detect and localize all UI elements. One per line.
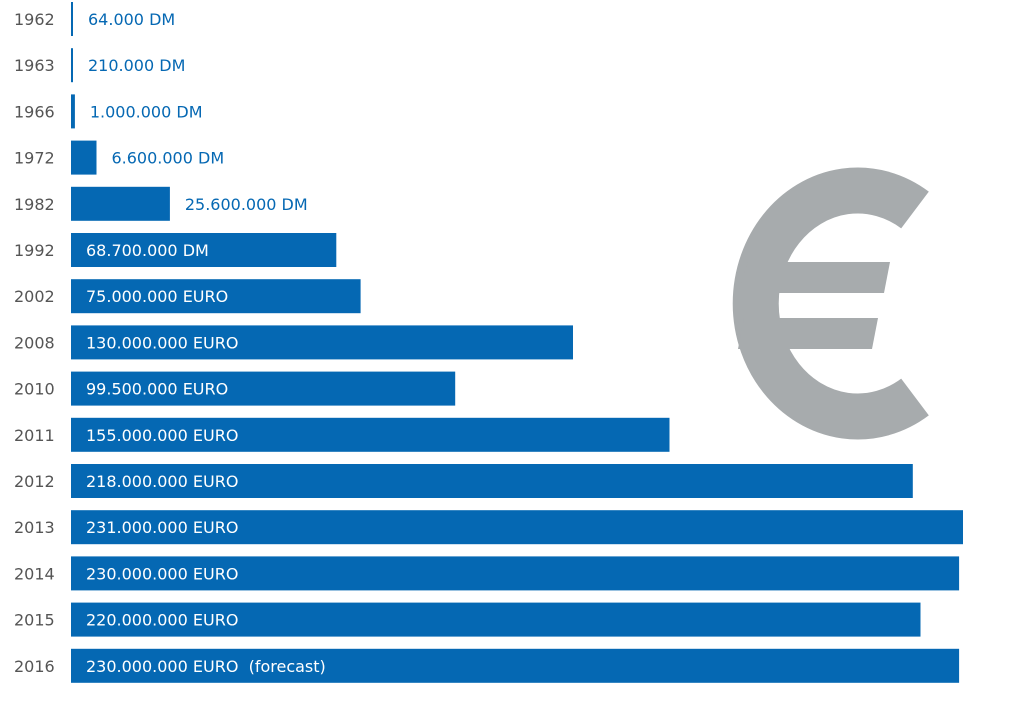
bar [71, 325, 573, 360]
value-label: 231.000.000 EURO [86, 518, 238, 537]
bar [71, 94, 75, 129]
value-label: 130.000.000 EURO [86, 333, 238, 352]
euro-sign-icon [732, 167, 929, 440]
year-label: 1982 [14, 195, 55, 214]
year-label: 1963 [14, 56, 55, 75]
year-label: 2010 [14, 380, 55, 399]
value-label: 25.600.000 DM [185, 195, 308, 214]
bar [71, 279, 361, 314]
value-label: 230.000.000 EURO [86, 564, 238, 583]
year-label: 2014 [14, 564, 55, 583]
value-label: 220.000.000 EURO [86, 611, 238, 630]
value-label: 230.000.000 EURO (forecast) [86, 657, 326, 676]
value-label: 218.000.000 EURO [86, 472, 238, 491]
year-label: 1966 [14, 102, 55, 121]
year-label: 1992 [14, 241, 55, 260]
year-label: 2008 [14, 333, 55, 352]
value-label: 68.700.000 DM [86, 241, 209, 260]
bar [71, 140, 97, 175]
value-label: 210.000 DM [88, 56, 185, 75]
year-label: 2015 [14, 611, 55, 630]
bar [71, 417, 670, 452]
bar [71, 648, 960, 683]
bar [71, 48, 73, 83]
bar [71, 186, 170, 221]
value-label: 99.500.000 EURO [86, 380, 228, 399]
bar [71, 233, 337, 267]
year-label: 2011 [14, 426, 55, 445]
year-label: 1962 [14, 10, 55, 29]
value-label: 155.000.000 EURO [86, 426, 238, 445]
year-label: 2013 [14, 518, 55, 537]
year-label: 1972 [14, 149, 55, 168]
bar [71, 371, 456, 406]
bar [71, 602, 921, 637]
value-label: 6.600.000 DM [111, 149, 224, 168]
value-label: 75.000.000 EURO [86, 287, 228, 306]
year-label: 2002 [14, 287, 55, 306]
bar [71, 556, 960, 591]
value-label: 64.000 DM [88, 10, 175, 29]
bar [71, 464, 913, 498]
bar [71, 2, 73, 36]
year-label: 2012 [14, 472, 55, 491]
bars-group: 1962 64.000 DM 1963 210.000 DM 1966 1.000.000… [14, 2, 963, 683]
value-label: 1.000.000 DM [90, 102, 203, 121]
bar [71, 510, 963, 545]
year-label: 2016 [14, 657, 55, 676]
